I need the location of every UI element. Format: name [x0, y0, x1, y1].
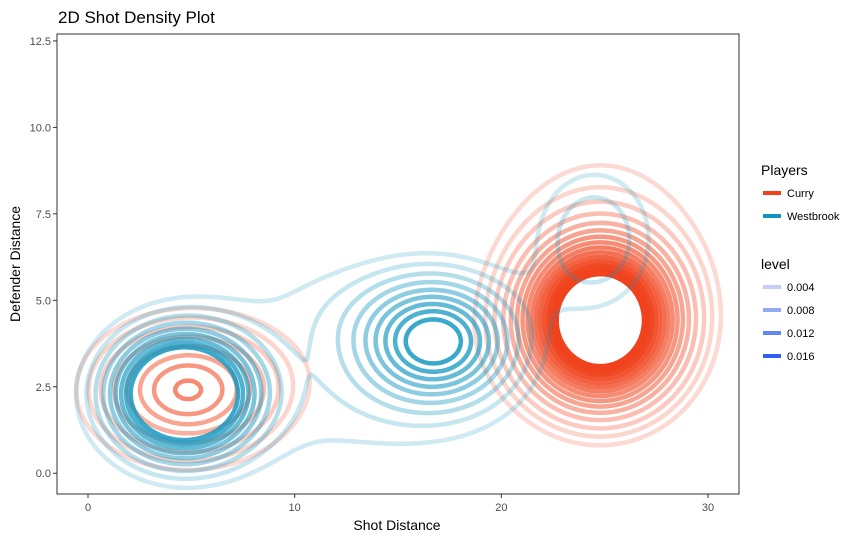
contour-curry [538, 254, 663, 385]
y-axis-title: Defender Distance [7, 206, 23, 322]
y-tick-label: 2.5 [36, 382, 51, 394]
contour-curry [554, 271, 647, 369]
contour-westbrook [118, 301, 483, 451]
legend-label-level-4: 0.016 [787, 351, 815, 363]
contour-curry [542, 259, 659, 381]
y-tick-label: 12.5 [30, 36, 51, 48]
contour-curry [546, 263, 655, 377]
y-tick-label: 10.0 [30, 122, 51, 134]
chart-title: 2D Shot Density Plot [58, 8, 215, 27]
legend-label-level-3: 0.012 [787, 328, 815, 340]
x-tick-label: 0 [85, 502, 91, 514]
contour-curry [86, 185, 715, 464]
contour-curry [529, 245, 671, 394]
contour-westbrook [84, 195, 632, 482]
y-tick-label: 0.0 [36, 468, 51, 480]
contour-westbrook [123, 309, 474, 447]
x-axis-title: Shot Distance [353, 517, 440, 533]
legend-players: Players Curry Westbrook [761, 162, 840, 223]
contour-curry [534, 250, 667, 390]
contour-westbrook [93, 271, 521, 474]
legend-level-title: level [761, 256, 790, 272]
contour-curry [550, 267, 651, 373]
contour-curry [172, 240, 675, 402]
legend-label-level-1: 0.004 [787, 282, 815, 294]
y-axis: 0.0 2.5 5.0 7.5 10.0 12.5 [30, 36, 57, 480]
y-tick-label: 7.5 [36, 209, 51, 221]
legend-level: level 0.004 0.008 0.012 0.016 [761, 256, 815, 363]
contour-westbrook [128, 317, 464, 443]
contour-layer [73, 163, 724, 491]
contour-westbrook [113, 294, 492, 456]
y-tick-label: 5.0 [36, 295, 51, 307]
legend-label-westbrook: Westbrook [787, 211, 840, 223]
x-tick-label: 20 [495, 502, 507, 514]
contour-westbrook [101, 279, 510, 467]
contour-curry [151, 234, 680, 417]
plot-border [56, 33, 740, 495]
legend-players-title: Players [761, 162, 808, 178]
legend-label-curry: Curry [787, 188, 814, 200]
x-tick-label: 30 [702, 502, 714, 514]
contour-westbrook [73, 172, 651, 491]
x-axis: 0 10 20 30 [85, 494, 714, 514]
contour-curry [73, 163, 724, 473]
legend-label-level-2: 0.008 [787, 305, 815, 317]
contour-westbrook [107, 287, 500, 461]
x-tick-label: 10 [289, 502, 301, 514]
